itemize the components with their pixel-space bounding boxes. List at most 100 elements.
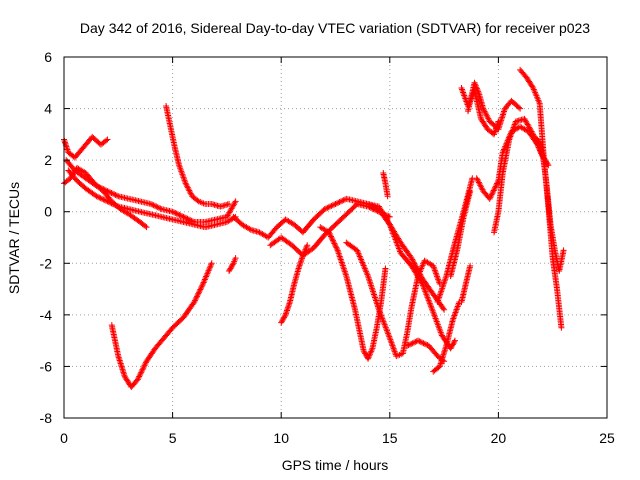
- data-point: [369, 205, 376, 212]
- data-point: [449, 342, 456, 349]
- y-tick-label: 6: [44, 49, 52, 65]
- data-point: [475, 179, 482, 186]
- data-point: [537, 141, 544, 148]
- data-point: [172, 210, 179, 217]
- data-point: [334, 246, 341, 253]
- x-tick-label: 0: [60, 430, 68, 446]
- data-point: [278, 318, 285, 325]
- data-point: [394, 242, 401, 249]
- data-point: [378, 314, 385, 321]
- data-point: [96, 184, 103, 191]
- data-point: [191, 297, 198, 304]
- data-point: [142, 223, 149, 230]
- data-point: [410, 259, 417, 266]
- data-point: [395, 245, 402, 252]
- data-point: [93, 193, 100, 200]
- data-point: [175, 211, 182, 218]
- data-point: [422, 289, 429, 296]
- data-point: [227, 265, 234, 272]
- data-point: [419, 339, 426, 346]
- data-point: [409, 257, 416, 264]
- data-point: [329, 236, 336, 243]
- y-tick-label: 0: [44, 204, 52, 220]
- data-point: [232, 198, 239, 205]
- data-point: [386, 333, 393, 340]
- data-point: [420, 340, 427, 347]
- series-arc-13: [365, 200, 458, 352]
- data-point: [447, 345, 454, 352]
- data-point: [451, 337, 458, 344]
- data-point: [416, 338, 423, 345]
- data-point: [193, 293, 200, 300]
- series-arc-11: [317, 224, 389, 362]
- series-arc-6: [163, 102, 233, 210]
- data-point: [203, 273, 210, 280]
- data-point: [423, 341, 430, 348]
- series-arc-4: [65, 167, 239, 231]
- data-point: [419, 282, 426, 289]
- data-point: [385, 332, 392, 339]
- data-point: [382, 324, 389, 331]
- data-point: [206, 266, 213, 273]
- data-point: [94, 193, 101, 200]
- data-point: [395, 244, 402, 250]
- data-point: [300, 251, 307, 258]
- data-point: [474, 176, 481, 183]
- data-point: [186, 188, 193, 195]
- data-point: [100, 196, 107, 203]
- data-point: [198, 285, 205, 292]
- data-point: [417, 338, 424, 345]
- data-point: [205, 267, 212, 274]
- data-point: [489, 190, 496, 197]
- data-point: [378, 312, 385, 319]
- data-point: [368, 346, 375, 353]
- data-point: [388, 226, 395, 233]
- data-point: [99, 195, 106, 202]
- data-point: [377, 309, 384, 316]
- data-point: [111, 201, 118, 208]
- data-point: [486, 195, 493, 202]
- data-point: [427, 301, 434, 308]
- data-point: [187, 217, 194, 224]
- data-point: [192, 296, 199, 303]
- data-point: [472, 82, 479, 89]
- data-point: [418, 279, 425, 286]
- data-point: [361, 349, 368, 356]
- data-point: [517, 105, 524, 112]
- data-point: [467, 262, 474, 269]
- data-point: [429, 307, 436, 314]
- data-point: [487, 194, 494, 201]
- data-point: [536, 140, 543, 147]
- data-point: [337, 198, 344, 205]
- data-point: [105, 199, 112, 206]
- data-point: [494, 180, 501, 187]
- data-point: [535, 139, 542, 146]
- data-point: [385, 330, 392, 337]
- data-point: [104, 136, 111, 143]
- data-point: [97, 184, 104, 191]
- data-point: [558, 324, 565, 331]
- data-point: [425, 297, 432, 304]
- data-point: [207, 263, 214, 270]
- chart-title: Day 342 of 2016, Sidereal Day-to-day VTE…: [80, 20, 590, 36]
- data-point: [186, 187, 193, 194]
- data-point: [440, 305, 447, 312]
- data-point: [419, 280, 426, 287]
- data-point: [301, 249, 308, 256]
- data-point: [333, 200, 340, 207]
- data-point: [473, 85, 480, 92]
- data-point: [140, 365, 147, 372]
- data-point: [379, 315, 386, 322]
- y-tick-label: -8: [40, 410, 53, 426]
- data-point: [377, 311, 384, 318]
- data-point: [426, 300, 433, 307]
- data-point: [382, 265, 389, 272]
- data-point: [198, 283, 205, 290]
- data-point: [191, 298, 198, 305]
- data-point: [139, 366, 146, 373]
- data-point: [483, 112, 490, 119]
- data-point: [340, 197, 347, 204]
- data-point: [331, 201, 338, 208]
- data-point: [107, 189, 114, 196]
- data-point: [329, 202, 336, 209]
